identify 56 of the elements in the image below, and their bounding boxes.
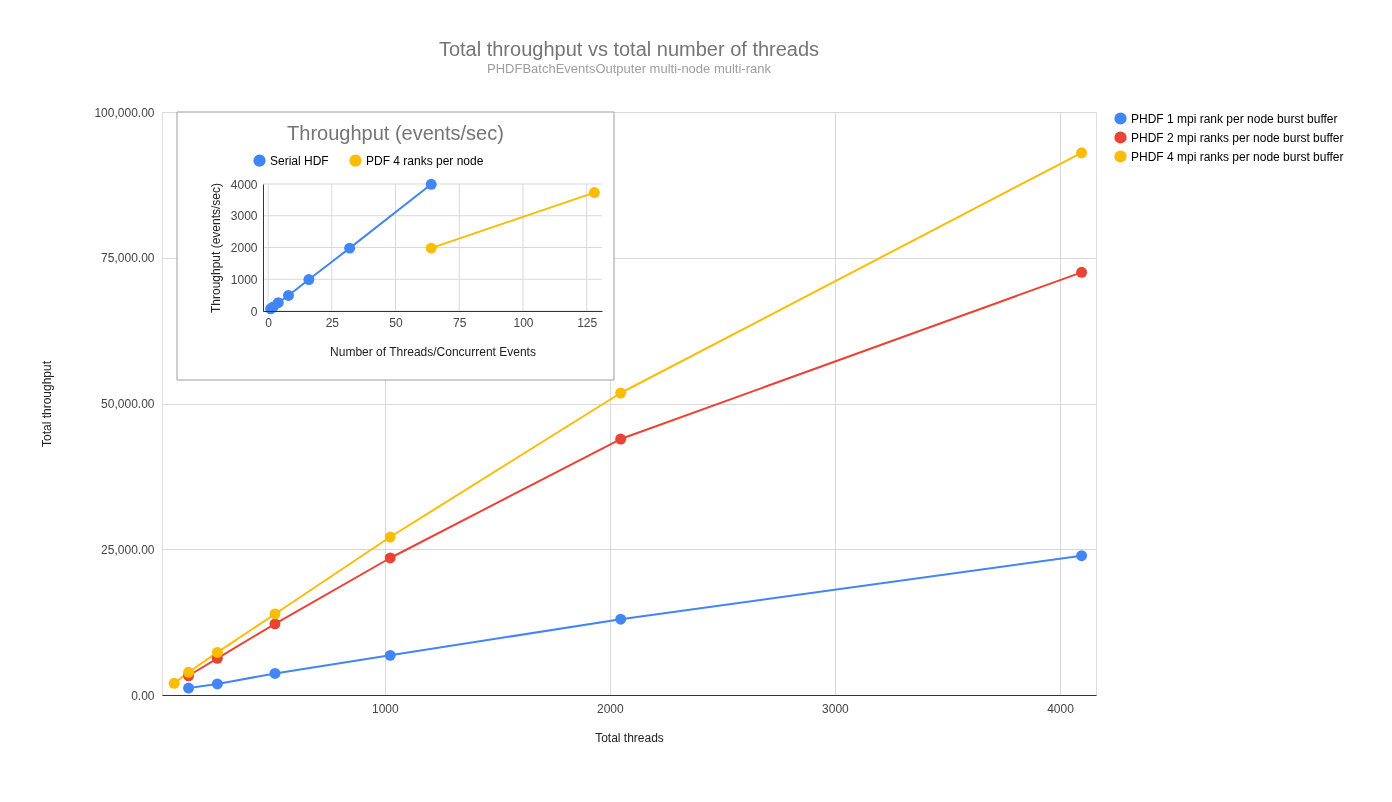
y-tick-label: 25,000.00 xyxy=(101,542,155,557)
x-tick-label: 125 xyxy=(577,315,598,330)
point xyxy=(303,274,315,286)
point xyxy=(283,289,294,301)
point xyxy=(168,677,180,689)
point xyxy=(1076,550,1088,562)
legend-label: PHDF 2 mpi ranks per node burst buffer xyxy=(1131,130,1344,145)
x-tick-label: 75 xyxy=(453,315,467,330)
x-tick-label: 50 xyxy=(389,315,404,330)
chart-title: Total throughput vs total number of threads xyxy=(438,38,820,60)
point xyxy=(269,667,281,679)
point xyxy=(211,646,223,658)
point xyxy=(615,613,627,625)
x-tick-label: 4000 xyxy=(1047,701,1075,716)
point xyxy=(183,666,195,678)
point xyxy=(384,552,396,564)
x-tick-label: 100 xyxy=(513,315,534,330)
chart-title: Throughput (events/sec) xyxy=(287,122,504,144)
legend-label: Serial HDF xyxy=(270,153,329,168)
y-tick-label: 0 xyxy=(250,304,258,319)
chart-subtitle: PHDFBatchEventsOutputer multi-node multi-rank xyxy=(487,61,772,76)
legend-label: PHDF 4 mpi ranks per node burst buffer xyxy=(1131,149,1344,164)
legend-label: PDF 4 ranks per node xyxy=(366,153,484,168)
y-tick-label: 2000 xyxy=(230,241,258,255)
y-tick-label: 50,000.00 xyxy=(101,397,155,411)
x-tick-label: 0 xyxy=(265,315,273,330)
point xyxy=(344,242,356,254)
point xyxy=(1076,266,1088,278)
x-axis-title: Total threads xyxy=(595,730,664,745)
x-tick-label: 2000 xyxy=(597,701,625,716)
point xyxy=(588,187,600,199)
y-tick-label: 100,000.00 xyxy=(94,105,155,120)
y-tick-label: 0.00 xyxy=(131,688,155,703)
point xyxy=(615,387,627,399)
point xyxy=(384,649,396,661)
point xyxy=(384,531,396,543)
point xyxy=(1076,147,1088,159)
point xyxy=(211,678,223,690)
point xyxy=(425,178,437,190)
legend-label: PHDF 1 mpi rank per node burst buffer xyxy=(1131,111,1338,126)
point xyxy=(269,608,281,620)
y-axis-title: Total throughput xyxy=(40,360,55,448)
point xyxy=(425,242,437,254)
y-tick-label: 3000 xyxy=(230,209,258,224)
y-tick-label: 75,000.00 xyxy=(101,251,155,266)
x-tick-label: 25 xyxy=(325,315,340,330)
point xyxy=(269,618,281,630)
x-tick-label: 3000 xyxy=(822,701,850,716)
y-tick-label: 4000 xyxy=(230,177,258,192)
y-axis-title: Throughput (events/sec) xyxy=(208,182,223,314)
y-tick-label: 1000 xyxy=(230,272,258,287)
x-axis-title: Number of Threads/Concurrent Events xyxy=(330,344,536,359)
point xyxy=(183,682,195,694)
x-tick-label: 1000 xyxy=(371,701,399,716)
point xyxy=(272,297,284,309)
point xyxy=(615,433,627,445)
